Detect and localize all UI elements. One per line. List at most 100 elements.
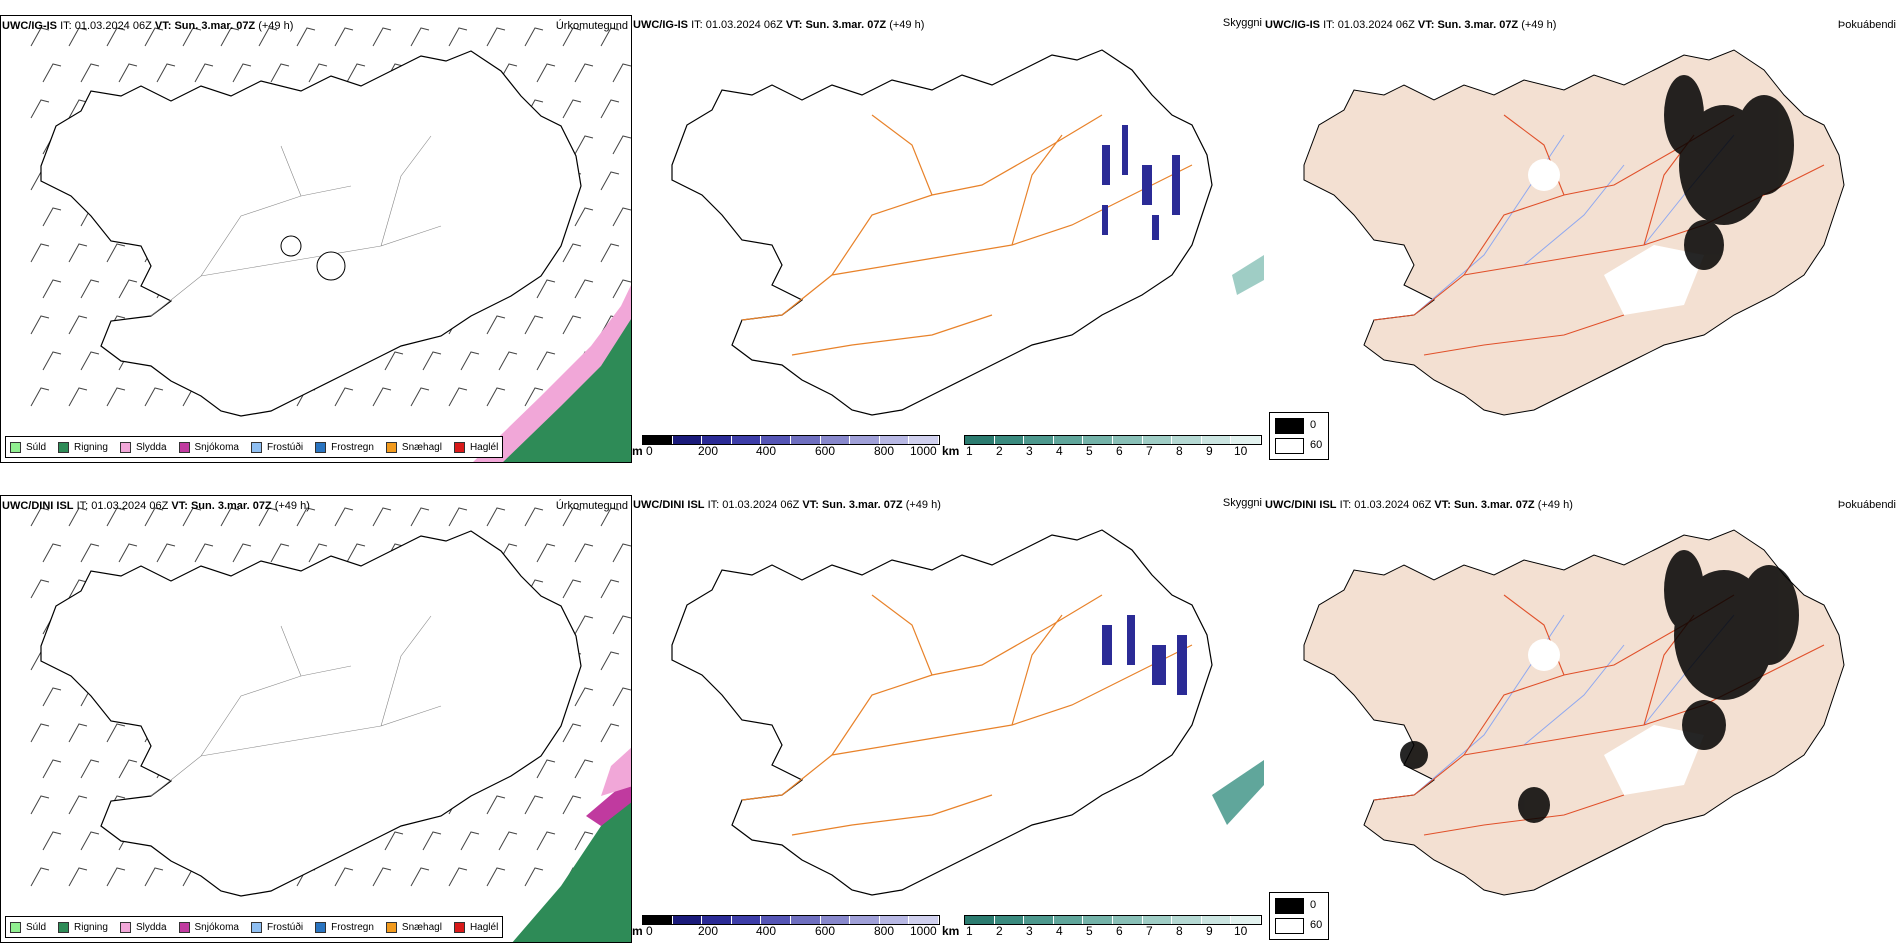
legend-swatch xyxy=(119,441,131,453)
legend-swatch xyxy=(58,441,70,453)
colorbar-tick: 400 xyxy=(756,444,777,458)
wind-barb xyxy=(372,27,392,47)
wind-barb xyxy=(334,867,354,887)
colorbar-tick: 1 xyxy=(966,924,973,938)
legend-item: Súld xyxy=(10,921,46,933)
wind-barb xyxy=(334,27,354,47)
wind-barb xyxy=(524,315,544,335)
visibility-title-row1: Skyggni xyxy=(1222,17,1262,29)
legend-swatch xyxy=(315,921,327,933)
wind-barb xyxy=(448,387,468,407)
legend-item: Frostúði xyxy=(250,921,303,933)
legend-item: Rigning xyxy=(58,921,108,933)
visibility-map-row1 xyxy=(671,49,1264,416)
colorbar-tick: 8 xyxy=(1176,444,1183,458)
wind-barb xyxy=(42,831,62,851)
wind-barb xyxy=(232,543,252,563)
legend-swatch xyxy=(250,921,262,933)
wind-barb xyxy=(30,507,50,527)
wind-barb xyxy=(30,723,50,743)
fog-legend-row1: 0 60 xyxy=(1269,412,1329,460)
header-row1-precip: UWC/IG-IS IT: 01.03.2024 06Z VT: Sun. 3.… xyxy=(2,20,294,32)
wind-barb xyxy=(460,351,480,371)
wind-barb xyxy=(612,687,631,707)
wind-barb xyxy=(232,63,252,83)
wind-barb xyxy=(524,387,544,407)
wind-barb xyxy=(296,507,316,527)
legend-swatch xyxy=(10,921,21,933)
legend-item: Snjókoma xyxy=(178,921,239,933)
wind-barb xyxy=(486,795,506,815)
legend-swatch xyxy=(250,441,262,453)
precip-legend-row1: Súld Rigning Slydda Snjókoma Frostúði Fr… xyxy=(5,436,504,458)
legend-item: Snjókoma xyxy=(178,441,239,453)
wind-barb xyxy=(156,543,176,563)
colorbar-tick: 7 xyxy=(1146,444,1153,458)
colorbar-tick: 0 xyxy=(646,444,653,458)
header-row2-precip: UWC/DINI ISL IT: 01.03.2024 06Z VT: Sun.… xyxy=(2,500,310,512)
wind-barb xyxy=(486,867,506,887)
wind-barb xyxy=(346,543,366,563)
colorbar-tick: 3 xyxy=(1026,444,1033,458)
wind-barb xyxy=(562,795,582,815)
legend-label: 60 xyxy=(1310,919,1323,931)
visibility-map-row2 xyxy=(671,529,1264,896)
wind-barb xyxy=(574,543,594,563)
legend-item: Slydda xyxy=(119,441,167,453)
colorbar-unit: m xyxy=(632,444,643,458)
legend-swatch xyxy=(178,441,190,453)
legend-item: Haglél xyxy=(453,441,498,453)
wind-barb xyxy=(562,27,582,47)
wind-barb xyxy=(334,387,354,407)
wind-barb xyxy=(334,507,354,527)
wind-barb xyxy=(42,279,62,299)
precip-type-panel-row2: UWC/DINI ISL IT: 01.03.2024 06Z VT: Sun.… xyxy=(0,495,632,943)
wind-barb xyxy=(30,243,50,263)
wind-barb xyxy=(258,507,278,527)
wind-barb xyxy=(562,579,582,599)
legend-item: Rigning xyxy=(58,441,108,453)
wind-barb xyxy=(612,207,631,227)
wind-barb xyxy=(574,615,594,635)
wind-barb xyxy=(42,207,62,227)
wind-barb xyxy=(562,99,582,119)
precip-type-map-row2 xyxy=(30,507,631,942)
wind-barb xyxy=(562,507,582,527)
wind-barb xyxy=(106,723,126,743)
precip-type-map-row1 xyxy=(30,27,631,462)
wind-barb xyxy=(536,279,556,299)
wind-barb xyxy=(42,63,62,83)
wind-barb xyxy=(68,27,88,47)
fog-title-row1: Þokuábendi xyxy=(1837,19,1896,31)
wind-barb xyxy=(106,867,126,887)
colorbar-tick: 10 xyxy=(1234,444,1248,458)
colorbar-tick: 8 xyxy=(1176,924,1183,938)
wind-barb xyxy=(118,63,138,83)
visibility-km-colorbar-row1: km 1 2 3 4 5 6 7 8 9 10 xyxy=(942,435,1264,463)
colorbar-strip xyxy=(964,435,1262,445)
wind-barb xyxy=(410,27,430,47)
fog-panel-row1: UWC/IG-IS IT: 01.03.2024 06Z VT: Sun. 3.… xyxy=(1264,15,1900,463)
colorbar-tick: 6 xyxy=(1116,444,1123,458)
visibility-panel-row2: UWC/DINI ISL IT: 01.03.2024 06Z VT: Sun.… xyxy=(632,495,1264,943)
wind-barb xyxy=(68,867,88,887)
legend-label: 0 xyxy=(1310,419,1317,431)
legend-swatch xyxy=(1275,418,1304,434)
wind-barb xyxy=(258,27,278,47)
wind-barb xyxy=(30,99,50,119)
colorbar-tick: 5 xyxy=(1086,924,1093,938)
wind-barb xyxy=(106,387,126,407)
wind-barb xyxy=(562,243,582,263)
colorbar-strip xyxy=(642,915,940,925)
colorbar-tick: 400 xyxy=(756,924,777,938)
colorbar-tick: 9 xyxy=(1206,444,1213,458)
header-row1-visibility: UWC/IG-IS IT: 01.03.2024 06Z VT: Sun. 3.… xyxy=(633,19,925,31)
wind-barb xyxy=(80,543,100,563)
wind-barb xyxy=(144,867,164,887)
wind-barb xyxy=(600,723,620,743)
legend-swatch xyxy=(58,921,70,933)
wind-barb xyxy=(296,27,316,47)
colorbar-tick: 7 xyxy=(1146,924,1153,938)
wind-barb xyxy=(42,759,62,779)
colorbar-tick: 600 xyxy=(815,924,836,938)
